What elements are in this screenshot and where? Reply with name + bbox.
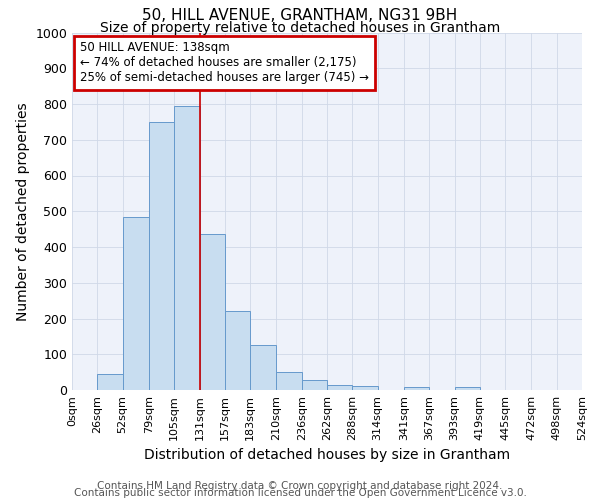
Bar	[404, 387, 429, 390]
Bar	[174, 106, 200, 390]
X-axis label: Distribution of detached houses by size in Grantham: Distribution of detached houses by size …	[144, 448, 510, 462]
Text: Size of property relative to detached houses in Grantham: Size of property relative to detached ho…	[100, 21, 500, 35]
Bar	[302, 380, 327, 390]
Bar	[199, 234, 225, 390]
Bar	[352, 386, 377, 390]
Text: Contains public sector information licensed under the Open Government Licence v3: Contains public sector information licen…	[74, 488, 526, 498]
Bar	[455, 387, 480, 390]
Text: Contains HM Land Registry data © Crown copyright and database right 2024.: Contains HM Land Registry data © Crown c…	[97, 481, 503, 491]
Bar	[225, 312, 250, 390]
Text: 50 HILL AVENUE: 138sqm
← 74% of detached houses are smaller (2,175)
25% of semi-: 50 HILL AVENUE: 138sqm ← 74% of detached…	[80, 42, 368, 84]
Bar	[277, 372, 302, 390]
Bar	[97, 374, 122, 390]
Bar	[149, 122, 174, 390]
Bar	[122, 216, 149, 390]
Bar	[250, 346, 277, 390]
Bar	[327, 384, 352, 390]
Y-axis label: Number of detached properties: Number of detached properties	[16, 102, 30, 320]
Text: 50, HILL AVENUE, GRANTHAM, NG31 9BH: 50, HILL AVENUE, GRANTHAM, NG31 9BH	[142, 8, 458, 22]
